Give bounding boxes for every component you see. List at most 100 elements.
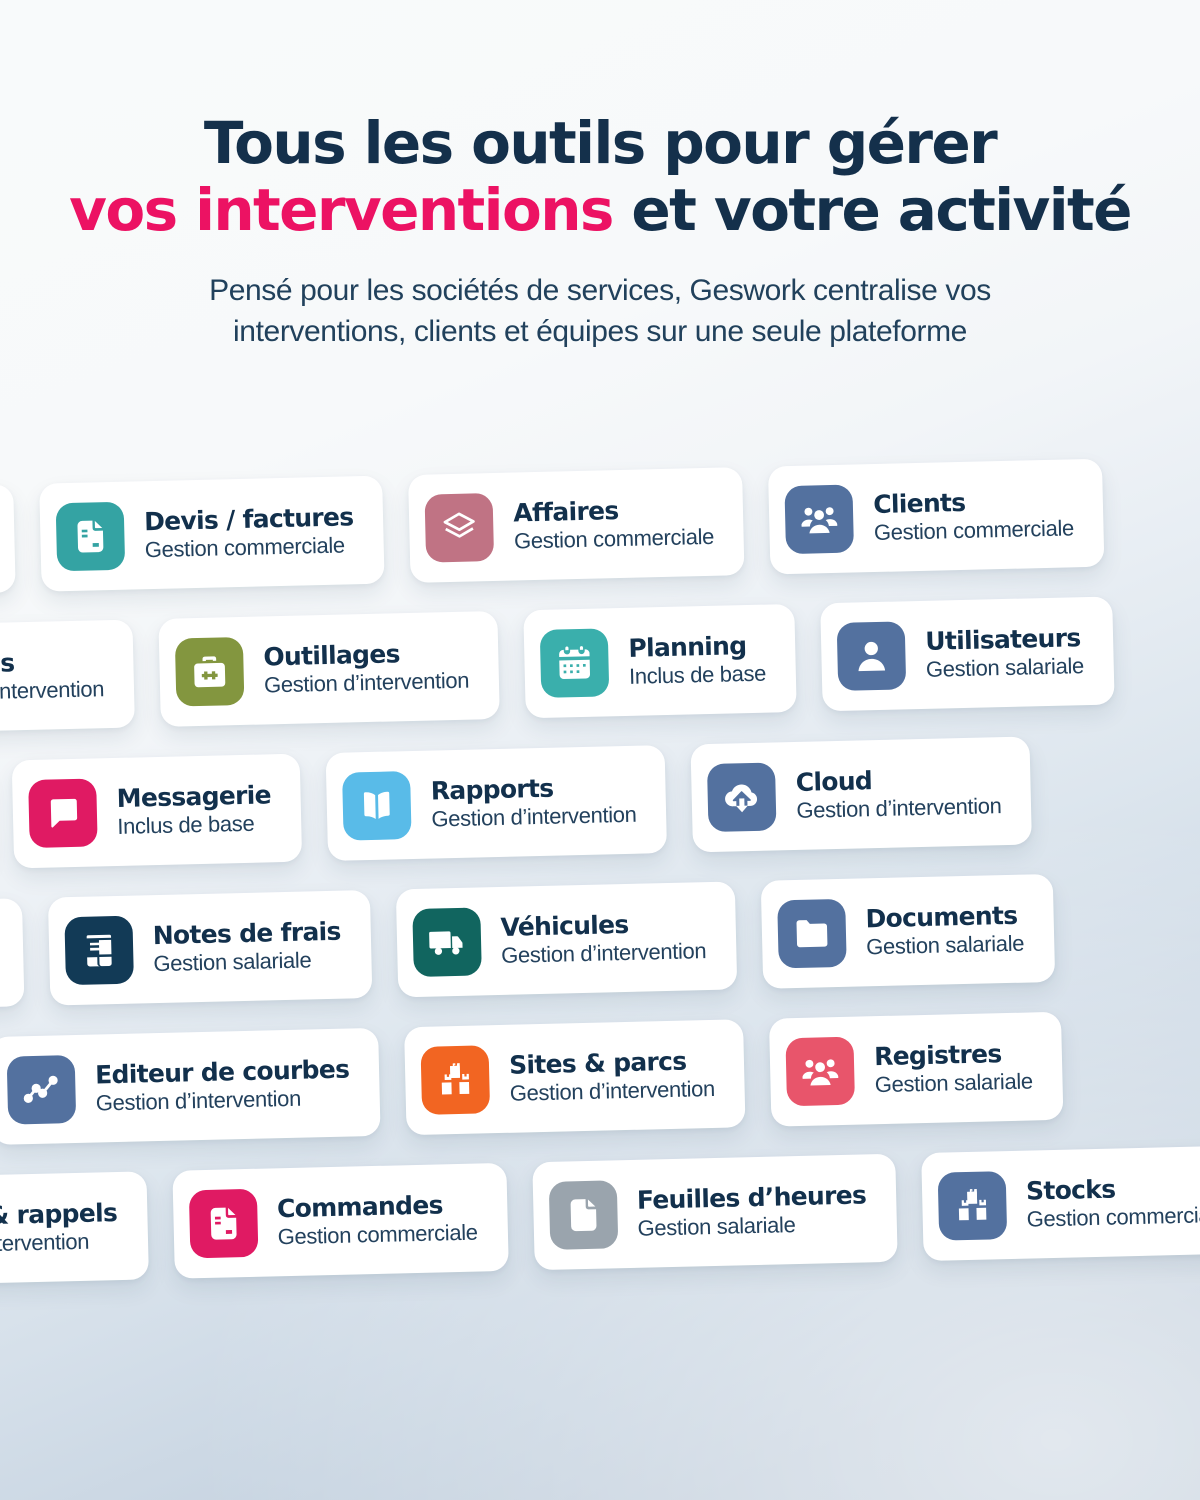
feature-card[interactable]: Feuilles d’heures Gestion salariale: [531, 1153, 898, 1271]
feature-card-labels: Clients Gestion commerciale: [873, 485, 1074, 546]
feature-card-subtitle: Inclus de base: [117, 810, 255, 839]
feature-card-labels: Véhicules Gestion d’intervention: [500, 908, 706, 969]
receipt-icon: [64, 915, 134, 986]
feature-card[interactable]: Documents Gestion salariale: [760, 873, 1055, 989]
feature-card-labels: Stocks Gestion commerciale: [1026, 1172, 1200, 1233]
feature-card-title: Cloud: [795, 765, 873, 797]
feature-card-subtitle: Gestion d’intervention: [0, 1228, 90, 1259]
feature-card-subtitle: Gestion commerciale: [277, 1219, 478, 1250]
feature-card-subtitle: Gestion commerciale: [144, 532, 346, 563]
feature-card-labels: Feuilles d’heures Gestion salariale: [637, 1180, 868, 1242]
people-group-icon: [785, 1036, 856, 1107]
feature-card[interactable]: Véhicules Gestion d’intervention: [395, 881, 738, 998]
feature-card[interactable]: Commandes Gestion commerciale: [172, 1162, 509, 1279]
invoice-document-icon: [188, 1188, 259, 1259]
feature-card[interactable]: Planning Inclus de base: [523, 603, 797, 719]
page-title-line-2: vos interventions et votre activité: [0, 175, 1200, 244]
feature-card-row: MissionsGestion d’intervention Outillages…: [0, 591, 1200, 760]
feature-card-labels: MissionsGestion d’intervention: [0, 646, 104, 707]
feature-card-subtitle: Inclus de base: [628, 660, 767, 689]
feature-card-labels: Registres Gestion salariale: [874, 1038, 1033, 1098]
feature-card-title: Sites & parcs: [508, 1046, 687, 1080]
line-chart-icon: [6, 1055, 77, 1125]
feature-card-subtitle: Gestion salariale: [874, 1068, 1034, 1097]
feature-card-title: Documents: [865, 900, 1018, 934]
feature-card-title: Devis / factures: [143, 502, 354, 537]
feature-card-title: Feuilles d’heures: [636, 1180, 867, 1215]
feature-card-title: Notes de frais: [152, 916, 341, 950]
boxes-icon: [937, 1171, 1008, 1241]
feature-card[interactable]: Utilisateurs Gestion salariale: [820, 596, 1115, 712]
feature-card-subtitle: Gestion d’intervention: [0, 676, 105, 706]
feature-card-labels: Messagerie Inclus de base: [116, 780, 271, 840]
feature-card-labels: Planning Inclus de base: [628, 630, 766, 690]
feature-card[interactable]: Stocks Gestion commerciale: [921, 1145, 1200, 1262]
feature-card[interactable]: Clients Gestion commerciale: [768, 458, 1105, 575]
feature-card-title: Registres: [873, 1038, 1002, 1071]
page-title-line-1: Tous les outils pour gérer: [203, 109, 998, 177]
feature-card-title: Affaires: [513, 495, 619, 528]
feature-card-labels: Documents Gestion salariale: [865, 900, 1024, 960]
feature-card-title: Utilisateurs: [924, 622, 1081, 656]
feature-card-labels: Affaires Gestion commerciale: [513, 494, 714, 555]
feature-card-subtitle: Gestion d’intervention: [431, 801, 637, 832]
feature-card-title: Commandes: [276, 1190, 444, 1224]
page-subtitle-line-2: interventions, clients et équipes sur un…: [233, 315, 967, 349]
feature-card-subtitle: Gestion d’intervention: [509, 1075, 716, 1106]
feature-card-title: Alertes & rappels: [0, 1197, 118, 1232]
feature-card-subtitle: Gestion commerciale: [1026, 1201, 1200, 1232]
feature-card-subtitle: Gestion salariale: [925, 652, 1085, 682]
feature-card[interactable]: Cloud Gestion d’intervention: [690, 736, 1033, 853]
feature-card-subtitle: Gestion commerciale: [873, 515, 1075, 545]
feature-card[interactable]: Outillages Gestion d’intervention: [158, 610, 501, 727]
chat-bubble-icon: [28, 778, 98, 849]
toolbox-icon: [174, 636, 245, 707]
user-icon: [836, 621, 907, 691]
feature-card-subtitle: Gestion salariale: [153, 947, 312, 976]
calendar-icon: [539, 628, 610, 698]
feature-card-labels: Outillages Gestion d’intervention: [263, 637, 469, 698]
page-subtitle: Pensé pour les sociétés de services, Ges…: [80, 271, 1120, 353]
hero-section: Tous les outils pour gérer vos intervent…: [0, 0, 1200, 353]
feature-card-rows: InterventionsGestion d’intervention Devis…: [0, 453, 1200, 1316]
feature-card-subtitle: Gestion salariale: [865, 930, 1025, 960]
feature-card-title: Planning: [628, 630, 747, 663]
feature-card[interactable]: Sites & parcs Gestion d’intervention: [404, 1019, 746, 1136]
feature-card-labels: Sites & parcs Gestion d’intervention: [509, 1046, 715, 1107]
feature-card[interactable]: Devis / factures Gestion commerciale: [39, 475, 385, 592]
feature-card-subtitle: Gestion d’intervention: [263, 667, 470, 698]
feature-card-subtitle: Gestion commerciale: [513, 523, 715, 554]
feature-card-subtitle: Gestion d’intervention: [796, 792, 1002, 823]
feature-card-labels: Editeur de courbes Gestion d’intervention: [95, 1054, 350, 1116]
page-title-accent: vos interventions: [69, 175, 614, 244]
feature-card-title: Véhicules: [500, 909, 629, 942]
page-title: Tous les outils pour gérer vos intervent…: [0, 112, 1200, 241]
feature-card-labels: Utilisateurs Gestion salariale: [925, 623, 1084, 683]
feature-card-row: AbsencesGestion salarialeNotes de fraisG…: [0, 866, 1200, 1037]
feature-card-subtitle: Gestion d’intervention: [95, 1085, 302, 1116]
feature-card[interactable]: AbsencesGestion salariale: [0, 898, 25, 1014]
feature-card-title: Messagerie: [116, 780, 272, 813]
feature-card-labels: Notes de frais Gestion salariale: [152, 917, 341, 978]
feature-card-title: Rapports: [430, 773, 554, 806]
boxes-icon: [420, 1045, 491, 1115]
layers-icon: [424, 493, 495, 563]
book-open-icon: [342, 771, 412, 841]
feature-card-title: Stocks: [1025, 1174, 1116, 1206]
feature-card-labels: Alertes & rappelsGestion d’intervention: [0, 1198, 118, 1260]
feature-card-title: Outillages: [263, 639, 401, 672]
feature-card[interactable]: InterventionsGestion d’intervention: [0, 484, 16, 601]
feature-card[interactable]: Registres Gestion salariale: [769, 1011, 1064, 1127]
feature-card[interactable]: Editeur de courbes Gestion d’intervention: [0, 1027, 381, 1145]
feature-card[interactable]: Messagerie Inclus de base: [11, 753, 303, 869]
cloud-download-icon: [707, 762, 777, 833]
feature-card-subtitle: Gestion d’intervention: [500, 937, 707, 968]
feature-card[interactable]: Affaires Gestion commerciale: [408, 467, 745, 583]
feature-card[interactable]: Notes de frais Gestion salariale: [47, 890, 373, 1006]
page-title-line-2-rest: et votre activité: [612, 175, 1132, 244]
feature-card[interactable]: Rapports Gestion d’intervention: [325, 745, 668, 861]
invoice-document-icon: [55, 501, 126, 572]
feature-card[interactable]: MissionsGestion d’intervention: [0, 619, 136, 736]
timesheet-icon: [548, 1180, 619, 1250]
feature-card[interactable]: Alertes & rappelsGestion d’intervention: [0, 1171, 149, 1288]
